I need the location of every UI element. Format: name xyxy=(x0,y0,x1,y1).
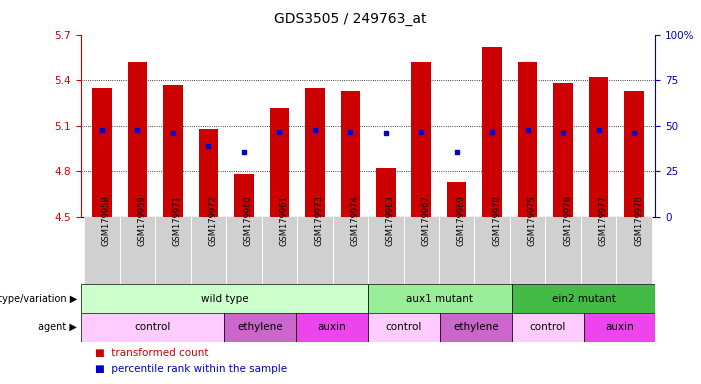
Text: GSM179959: GSM179959 xyxy=(137,195,147,246)
Bar xyxy=(92,88,111,217)
Text: ■  percentile rank within the sample: ■ percentile rank within the sample xyxy=(95,364,287,374)
Text: GSM179976: GSM179976 xyxy=(563,195,572,246)
Text: GSM179977: GSM179977 xyxy=(599,195,608,246)
Bar xyxy=(482,47,502,217)
Text: GSM179974: GSM179974 xyxy=(350,195,360,246)
Bar xyxy=(616,217,652,284)
Bar xyxy=(341,91,360,217)
Bar xyxy=(553,83,573,217)
Bar xyxy=(224,313,297,342)
Bar xyxy=(297,313,368,342)
Text: ■  transformed count: ■ transformed count xyxy=(95,348,208,358)
Bar xyxy=(128,62,147,217)
Text: GSM179958: GSM179958 xyxy=(102,195,111,246)
Bar xyxy=(163,85,183,217)
Text: genotype/variation ▶: genotype/variation ▶ xyxy=(0,293,77,304)
Bar xyxy=(439,217,475,284)
Bar xyxy=(81,313,224,342)
Bar xyxy=(155,217,191,284)
Text: GSM179969: GSM179969 xyxy=(457,195,465,246)
Text: ethylene: ethylene xyxy=(453,322,498,333)
Bar xyxy=(297,217,332,284)
Bar xyxy=(583,313,655,342)
Bar xyxy=(332,217,368,284)
Bar xyxy=(447,182,466,217)
Text: agent ▶: agent ▶ xyxy=(39,322,77,333)
Bar xyxy=(512,313,583,342)
Bar xyxy=(191,217,226,284)
Text: aux1 mutant: aux1 mutant xyxy=(407,293,473,304)
Bar xyxy=(589,77,608,217)
Text: GSM179960: GSM179960 xyxy=(244,195,253,246)
Bar xyxy=(305,88,325,217)
Text: GSM179963: GSM179963 xyxy=(386,195,395,246)
Text: GSM179973: GSM179973 xyxy=(315,195,324,246)
Bar xyxy=(581,217,616,284)
Bar xyxy=(226,217,261,284)
Text: GSM179961: GSM179961 xyxy=(279,195,288,246)
Bar xyxy=(545,217,581,284)
Bar xyxy=(270,108,289,217)
Text: ein2 mutant: ein2 mutant xyxy=(552,293,615,304)
Bar xyxy=(368,313,440,342)
Bar xyxy=(518,62,538,217)
Bar xyxy=(368,217,404,284)
Bar xyxy=(84,217,120,284)
Bar xyxy=(404,217,439,284)
Bar xyxy=(510,217,545,284)
Bar xyxy=(198,129,218,217)
Text: control: control xyxy=(135,322,170,333)
Bar xyxy=(368,284,512,313)
Bar xyxy=(81,284,368,313)
Text: control: control xyxy=(529,322,566,333)
Text: auxin: auxin xyxy=(605,322,634,333)
Bar xyxy=(120,217,155,284)
Text: wild type: wild type xyxy=(200,293,248,304)
Bar xyxy=(376,168,395,217)
Bar xyxy=(475,217,510,284)
Text: GSM179970: GSM179970 xyxy=(492,195,501,246)
Bar xyxy=(411,62,431,217)
Text: GSM179978: GSM179978 xyxy=(634,195,643,246)
Text: GSM179972: GSM179972 xyxy=(208,195,217,246)
Text: GSM179971: GSM179971 xyxy=(173,195,182,246)
Bar xyxy=(261,217,297,284)
Text: GDS3505 / 249763_at: GDS3505 / 249763_at xyxy=(274,12,427,25)
Bar xyxy=(512,284,655,313)
Text: ethylene: ethylene xyxy=(238,322,283,333)
Text: GSM179975: GSM179975 xyxy=(528,195,537,246)
Bar xyxy=(440,313,512,342)
Text: control: control xyxy=(386,322,422,333)
Text: auxin: auxin xyxy=(318,322,346,333)
Bar xyxy=(625,91,644,217)
Text: GSM179967: GSM179967 xyxy=(421,195,430,246)
Bar xyxy=(234,174,254,217)
